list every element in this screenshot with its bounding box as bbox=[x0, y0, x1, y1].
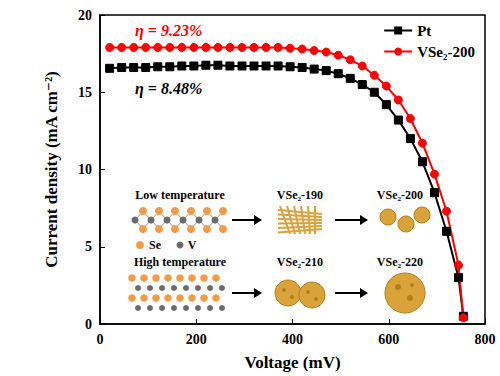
svg-text:15: 15 bbox=[78, 85, 92, 100]
svg-text:800: 800 bbox=[475, 332, 496, 347]
svg-text:Pt: Pt bbox=[417, 23, 431, 39]
svg-text:η = 9.23%: η = 9.23% bbox=[135, 22, 202, 40]
svg-text:η = 8.48%: η = 8.48% bbox=[135, 80, 202, 98]
svg-text:200: 200 bbox=[186, 332, 207, 347]
svg-text:VSe₂-190: VSe₂-190 bbox=[277, 188, 323, 202]
svg-text:Low temperature: Low temperature bbox=[135, 188, 225, 202]
svg-text:0: 0 bbox=[97, 332, 104, 347]
svg-text:20: 20 bbox=[78, 8, 92, 23]
svg-text:VSe₂-200: VSe₂-200 bbox=[417, 44, 475, 60]
svg-text:VSe₂-220: VSe₂-220 bbox=[377, 255, 423, 269]
svg-text:High temperature: High temperature bbox=[134, 255, 227, 269]
svg-text:V: V bbox=[188, 238, 197, 252]
svg-text:Current density (mA cm⁻²): Current density (mA cm⁻²) bbox=[42, 71, 61, 267]
svg-text:Voltage (mV): Voltage (mV) bbox=[244, 353, 340, 372]
svg-text:VSe₂-210: VSe₂-210 bbox=[277, 255, 323, 269]
svg-text:Se: Se bbox=[149, 238, 162, 252]
svg-text:5: 5 bbox=[85, 239, 92, 254]
svg-text:10: 10 bbox=[78, 162, 92, 177]
svg-text:0: 0 bbox=[85, 317, 92, 332]
svg-text:600: 600 bbox=[378, 332, 399, 347]
svg-text:400: 400 bbox=[282, 332, 303, 347]
svg-text:VSe₂-200: VSe₂-200 bbox=[377, 188, 423, 202]
